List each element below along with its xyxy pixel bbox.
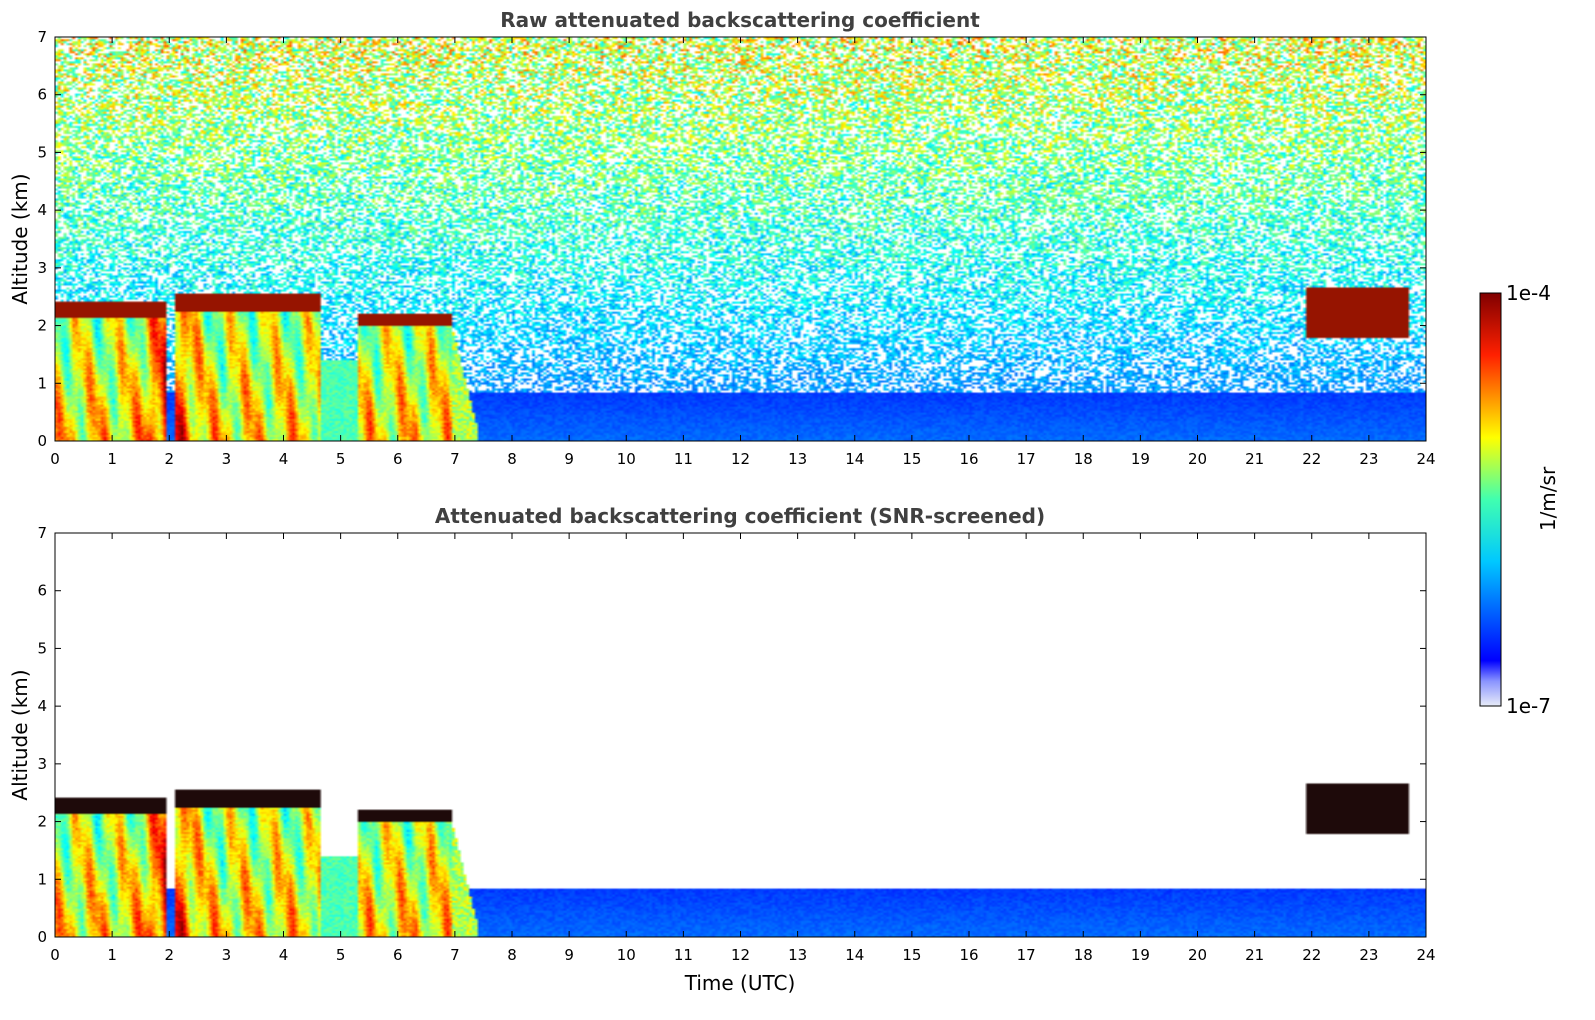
y-tick-label: 7 <box>37 524 47 542</box>
x-tick-label: 22 <box>1302 946 1321 964</box>
x-tick-label: 13 <box>788 450 807 468</box>
colorbar-min-label: 1e-7 <box>1506 694 1551 718</box>
x-tick-label: 15 <box>902 450 921 468</box>
y-tick-label: 5 <box>37 143 47 161</box>
x-tick-label: 1 <box>107 450 117 468</box>
x-tick-label: 4 <box>279 946 289 964</box>
x-tick-label: 19 <box>1131 450 1150 468</box>
x-tick-label: 15 <box>902 946 921 964</box>
x-tick-label: 11 <box>674 946 693 964</box>
y-tick-label: 5 <box>37 639 47 657</box>
y-tick-label: 7 <box>37 28 47 46</box>
x-tick-label: 0 <box>50 450 60 468</box>
x-tick-label: 21 <box>1245 946 1264 964</box>
x-tick-label: 20 <box>1188 450 1207 468</box>
panel-screened-ylabel: Altitude (km) <box>8 669 32 800</box>
x-tick-label: 17 <box>1017 450 1036 468</box>
x-tick-label: 13 <box>788 946 807 964</box>
y-tick-label: 6 <box>37 582 47 600</box>
x-tick-label: 14 <box>845 450 864 468</box>
colorbar-unit-label: 1/m/sr <box>1536 466 1560 531</box>
panel-screened-heatmap <box>55 533 1426 937</box>
panel-raw-title: Raw attenuated backscattering coefficien… <box>500 8 980 32</box>
y-tick-label: 1 <box>37 870 47 888</box>
x-tick-label: 20 <box>1188 946 1207 964</box>
panel-raw-ticks: 0 1 2 3 4 5 6 7 8 9 10 11 12 13 14 15 16 17 18 19 20 21 22 23 24… <box>37 28 1435 468</box>
colorbar-gradient <box>1479 292 1502 707</box>
y-tick-label: 6 <box>37 86 47 104</box>
x-tick-label: 4 <box>279 450 289 468</box>
x-tick-label: 12 <box>731 450 750 468</box>
y-tick-label: 1 <box>37 374 47 392</box>
y-tick-label: 2 <box>37 317 47 335</box>
x-tick-label: 8 <box>507 946 517 964</box>
x-tick-label: 8 <box>507 450 517 468</box>
x-tick-label: 18 <box>1074 946 1093 964</box>
x-tick-label: 9 <box>564 450 574 468</box>
x-tick-label: 5 <box>336 946 346 964</box>
y-tick-label: 0 <box>37 928 47 946</box>
x-tick-label: 11 <box>674 450 693 468</box>
x-tick-label: 2 <box>164 450 174 468</box>
x-tick-label: 10 <box>617 946 636 964</box>
x-tick-label: 16 <box>959 450 978 468</box>
x-tick-label: 24 <box>1416 946 1435 964</box>
colorbar-max-label: 1e-4 <box>1506 281 1551 305</box>
y-tick-label: 3 <box>37 259 47 277</box>
x-tick-label: 16 <box>959 946 978 964</box>
panel-screened-ticks: 0 1 2 3 4 5 6 7 8 9 10 11 12 13 14 15 16 17 18 19 20 21 22 23 24… <box>37 524 1435 964</box>
x-tick-label: 3 <box>222 946 232 964</box>
panel-raw-heatmap <box>55 37 1426 441</box>
panel-screened-xlabel: Time (UTC) <box>684 971 796 995</box>
x-tick-label: 22 <box>1302 450 1321 468</box>
x-tick-label: 6 <box>393 946 403 964</box>
y-tick-label: 2 <box>37 813 47 831</box>
x-tick-label: 23 <box>1359 946 1378 964</box>
y-tick-label: 4 <box>37 201 47 219</box>
x-tick-label: 17 <box>1017 946 1036 964</box>
x-tick-label: 14 <box>845 946 864 964</box>
x-tick-label: 9 <box>564 946 574 964</box>
x-tick-label: 24 <box>1416 450 1435 468</box>
panel-screened: Attenuated backscattering coefficient (S… <box>8 504 1436 995</box>
y-tick-label: 0 <box>37 432 47 450</box>
panel-screened-image <box>55 533 1426 937</box>
x-tick-label: 1 <box>107 946 117 964</box>
panel-screened-title: Attenuated backscattering coefficient (S… <box>435 504 1045 528</box>
x-tick-label: 12 <box>731 946 750 964</box>
x-tick-label: 10 <box>617 450 636 468</box>
x-tick-label: 7 <box>450 946 460 964</box>
x-tick-label: 2 <box>164 946 174 964</box>
x-tick-label: 23 <box>1359 450 1378 468</box>
x-tick-label: 19 <box>1131 946 1150 964</box>
x-tick-label: 18 <box>1074 450 1093 468</box>
x-tick-label: 7 <box>450 450 460 468</box>
x-tick-label: 3 <box>222 450 232 468</box>
panel-raw-ylabel: Altitude (km) <box>8 173 32 304</box>
panel-raw: Raw attenuated backscattering coefficien… <box>8 8 1436 468</box>
x-tick-label: 5 <box>336 450 346 468</box>
colorbar: 1e-4 1e-7 1/m/sr <box>1479 281 1560 718</box>
panel-raw-image <box>55 37 1426 441</box>
x-tick-label: 6 <box>393 450 403 468</box>
y-tick-label: 3 <box>37 755 47 773</box>
x-tick-label: 21 <box>1245 450 1264 468</box>
x-tick-label: 0 <box>50 946 60 964</box>
y-tick-label: 4 <box>37 697 47 715</box>
